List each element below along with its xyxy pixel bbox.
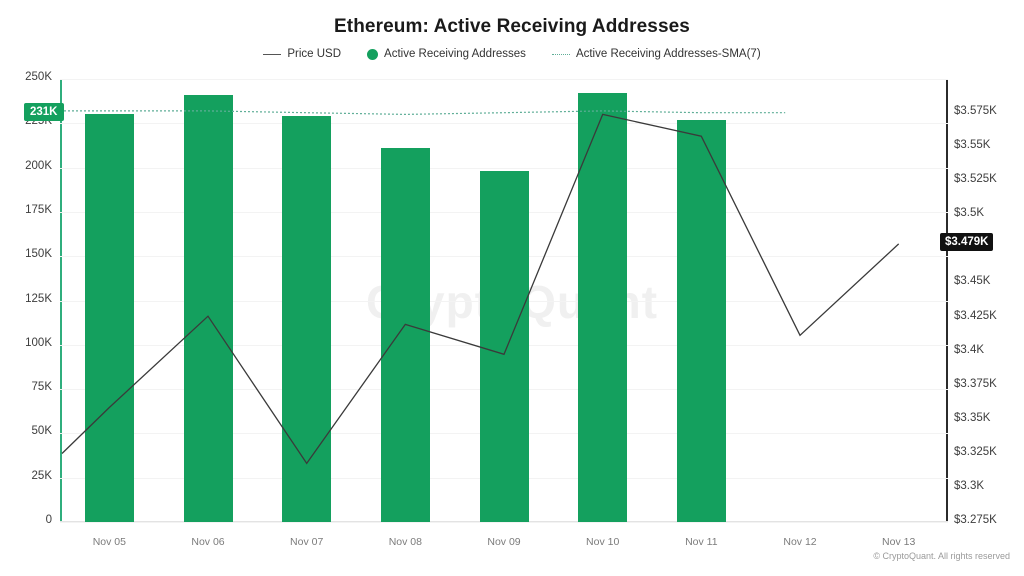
- plot-area: [60, 79, 948, 523]
- legend-item-active-receiving-addresses-sma[interactable]: Active Receiving Addresses-SMA(7): [551, 48, 761, 60]
- copyright-text: © CryptoQuant. All rights reserved: [873, 551, 1010, 561]
- bar[interactable]: [84, 114, 134, 522]
- bar[interactable]: [479, 171, 529, 522]
- status-badge-price: $3.479K: [940, 232, 994, 251]
- y-axis-left-tick: 150K: [25, 248, 52, 261]
- y-axis-right-tick: $3.325K: [954, 445, 997, 458]
- bar[interactable]: [578, 93, 628, 522]
- y-axis-right-tick: $3.55K: [954, 139, 991, 152]
- y-axis-left-tick: 200K: [25, 159, 52, 172]
- x-axis-tick: Nov 11: [685, 536, 718, 548]
- x-axis-tick: Nov 07: [290, 536, 324, 548]
- y-axis-left-tick: 250K: [25, 71, 52, 83]
- y-axis-right-tick: $3.375K: [954, 377, 997, 390]
- y-axis-right-tick: $3.3K: [954, 479, 985, 492]
- x-axis-tick: Nov 08: [388, 536, 422, 548]
- legend-label: Price USD: [287, 48, 342, 60]
- bar[interactable]: [282, 116, 332, 522]
- y-axis-right-tick: $3.45K: [954, 275, 991, 288]
- legend-item-active-receiving-addresses[interactable]: Active Receiving Addresses: [367, 48, 526, 60]
- x-axis-tick: Nov 10: [586, 536, 620, 548]
- y-axis-right-tick: $3.275K: [954, 514, 997, 526]
- y-axis-right-tick: $3.5K: [954, 207, 985, 220]
- bar[interactable]: [676, 119, 726, 522]
- page-title: Ethereum: Active Receiving Addresses: [334, 16, 690, 37]
- y-axis-right-tick: $3.575K: [954, 105, 997, 118]
- legend-label: Active Receiving Addresses-SMA(7): [575, 48, 761, 60]
- y-axis-left-tick: 100K: [25, 336, 52, 349]
- chart-legend: Price USD Active Receiving Addresses Act…: [0, 48, 1024, 60]
- y-axis-left-tick: 0: [45, 514, 52, 526]
- legend-label: Active Receiving Addresses: [384, 48, 526, 60]
- y-axis-left-tick: 75K: [31, 381, 52, 394]
- line-solid-icon: [263, 53, 282, 55]
- status-badge-addresses: 231K: [24, 102, 64, 121]
- y-axis-right-tick: $3.425K: [954, 309, 997, 322]
- y-axis-left-tick: 50K: [31, 425, 52, 438]
- legend-item-price-usd[interactable]: Price USD: [263, 48, 341, 60]
- y-axis-right-tick: $3.4K: [954, 343, 985, 356]
- x-axis-tick: Nov 05: [92, 536, 126, 548]
- y-axis-left-tick: 175K: [25, 203, 52, 216]
- x-axis-tick: Nov 12: [783, 536, 817, 548]
- circle-marker-icon: [367, 48, 379, 60]
- y-axis-right-tick: $3.525K: [954, 173, 997, 186]
- y-axis-right-tick: $3.35K: [954, 411, 991, 424]
- x-axis-tick: Nov 06: [191, 536, 225, 548]
- x-axis-tick: Nov 13: [882, 536, 916, 548]
- gridline: [60, 522, 948, 523]
- gridline: [60, 79, 948, 80]
- bar[interactable]: [183, 94, 233, 522]
- line-dotted-icon: [551, 53, 570, 55]
- y-axis-left-tick: 25K: [31, 469, 52, 482]
- x-axis-tick: Nov 09: [487, 536, 521, 548]
- bar[interactable]: [380, 148, 430, 522]
- y-axis-left-tick: 125K: [25, 292, 52, 305]
